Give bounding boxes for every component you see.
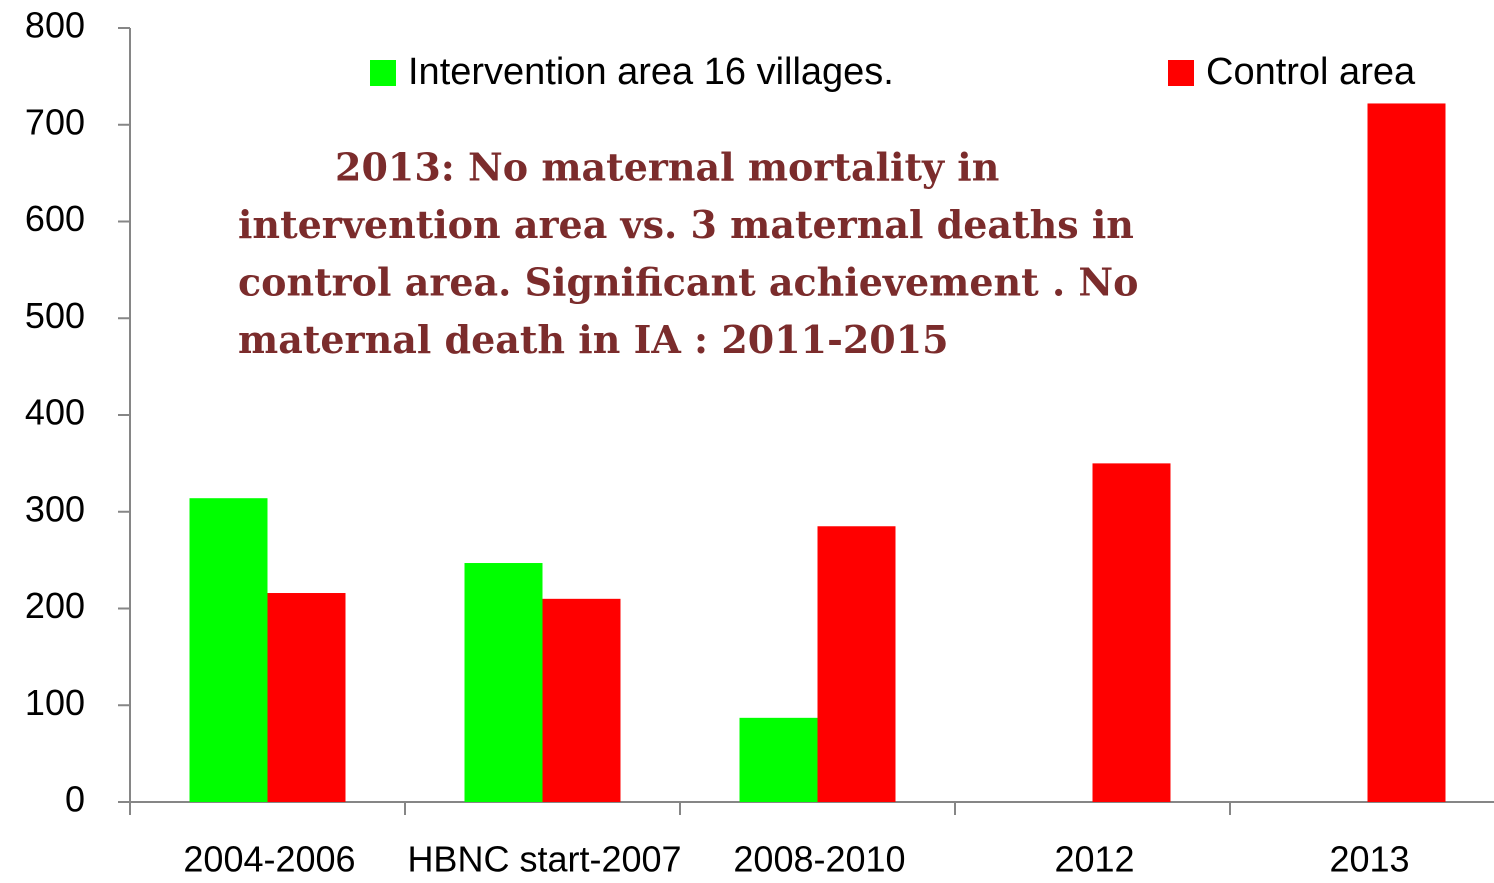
legend-swatch (1168, 60, 1194, 86)
legend-label: Control area (1206, 51, 1416, 93)
y-tick-label: 0 (65, 779, 85, 820)
x-tick-label: HBNC start-2007 (407, 839, 681, 880)
bar (189, 498, 268, 802)
y-tick-label: 500 (25, 295, 85, 336)
x-tick-label: 2013 (1329, 839, 1409, 880)
y-tick-label: 400 (25, 392, 85, 433)
bar (267, 593, 346, 802)
y-tick-label: 700 (25, 101, 85, 142)
x-tick-label: 2012 (1054, 839, 1134, 880)
y-tick-label: 100 (25, 682, 85, 723)
bar (1092, 463, 1171, 802)
annotation: maternal death in IA : 2011-2015 (238, 317, 949, 362)
legend-swatch (370, 60, 396, 86)
x-tick-label: 2008-2010 (733, 839, 905, 880)
bar (817, 526, 896, 802)
x-tick-label: 2004-2006 (183, 839, 355, 880)
bar (464, 563, 543, 802)
bar (1367, 103, 1446, 803)
bar (542, 598, 621, 802)
annotation: 2013: No maternal mortality in (335, 145, 999, 190)
annotation: intervention area vs. 3 maternal deaths … (238, 202, 1134, 247)
bar (739, 717, 818, 802)
annotation: control area. Significant achievement . … (238, 260, 1139, 305)
y-tick-label: 600 (25, 198, 85, 239)
y-tick-label: 200 (25, 585, 85, 626)
y-tick-label: 300 (25, 488, 85, 529)
legend-label: Intervention area 16 villages. (408, 51, 894, 93)
y-tick-label: 800 (25, 5, 85, 46)
